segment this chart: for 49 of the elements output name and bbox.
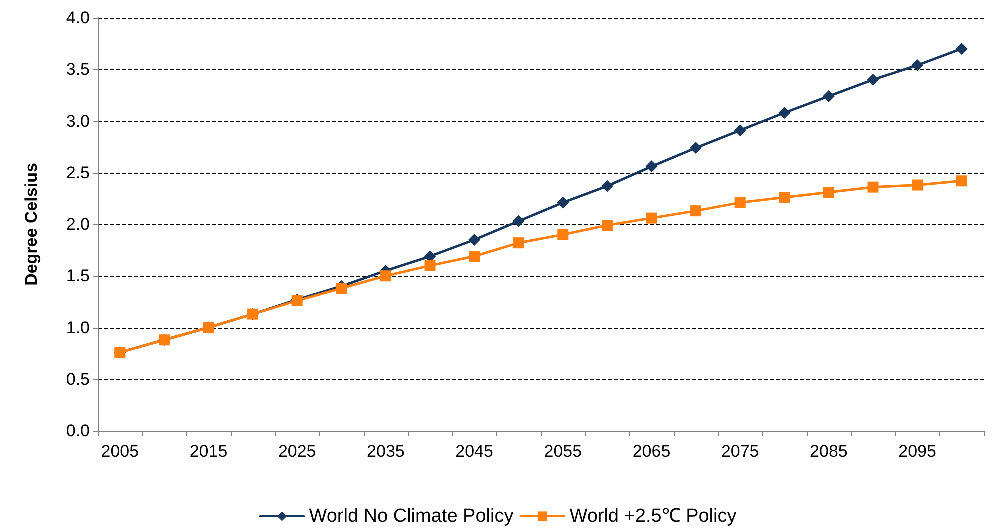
y-tick-label: 1.5 <box>66 266 90 286</box>
legend-label: World No Climate Policy <box>309 506 514 527</box>
point <box>558 229 569 240</box>
point <box>602 220 613 232</box>
x-tick-label: 2065 <box>632 442 671 461</box>
point <box>734 197 746 208</box>
x-tick-label: 2025 <box>278 442 316 461</box>
point <box>868 182 879 193</box>
point <box>690 142 702 154</box>
x-tick-label: 2035 <box>367 442 405 461</box>
y-tick-label: 0.5 <box>66 370 90 389</box>
legend-label: World +2.5℃ Policy <box>570 506 738 527</box>
point <box>513 238 524 249</box>
point <box>778 106 791 119</box>
point <box>956 176 968 187</box>
point <box>912 180 924 191</box>
x-tick-label: 2055 <box>544 442 582 461</box>
x-tick-label: 2045 <box>456 442 494 461</box>
x-tick-label: 2015 <box>190 442 228 461</box>
point <box>380 270 392 282</box>
x-tick-label: 2005 <box>101 442 140 461</box>
point <box>822 90 835 102</box>
point <box>469 251 480 262</box>
point <box>512 215 525 228</box>
point <box>601 180 614 192</box>
point <box>734 124 746 137</box>
point <box>646 160 658 173</box>
point <box>956 42 968 55</box>
point <box>867 74 880 86</box>
x-tick-label: 2095 <box>898 442 936 461</box>
point <box>468 234 481 246</box>
y-tick-label: 0.0 <box>66 422 90 440</box>
x-tick-label: 2085 <box>810 442 848 461</box>
y-tick-label: 3.0 <box>66 112 90 131</box>
point <box>646 212 658 224</box>
point <box>336 283 348 294</box>
y-tick-label: 2.0 <box>66 215 90 234</box>
y-tick-label: 1.0 <box>66 318 90 338</box>
point <box>912 59 924 72</box>
point <box>779 192 790 204</box>
point <box>690 206 702 217</box>
y-tick-label: 4.0 <box>66 8 90 28</box>
y-axis-title: Degree Celsius <box>22 163 41 286</box>
point <box>557 196 570 209</box>
y-tick-label: 3.5 <box>66 60 90 80</box>
point <box>424 260 436 272</box>
x-tick-label: 2075 <box>721 442 760 461</box>
point <box>823 186 834 198</box>
y-tick-label: 2.5 <box>66 163 90 182</box>
